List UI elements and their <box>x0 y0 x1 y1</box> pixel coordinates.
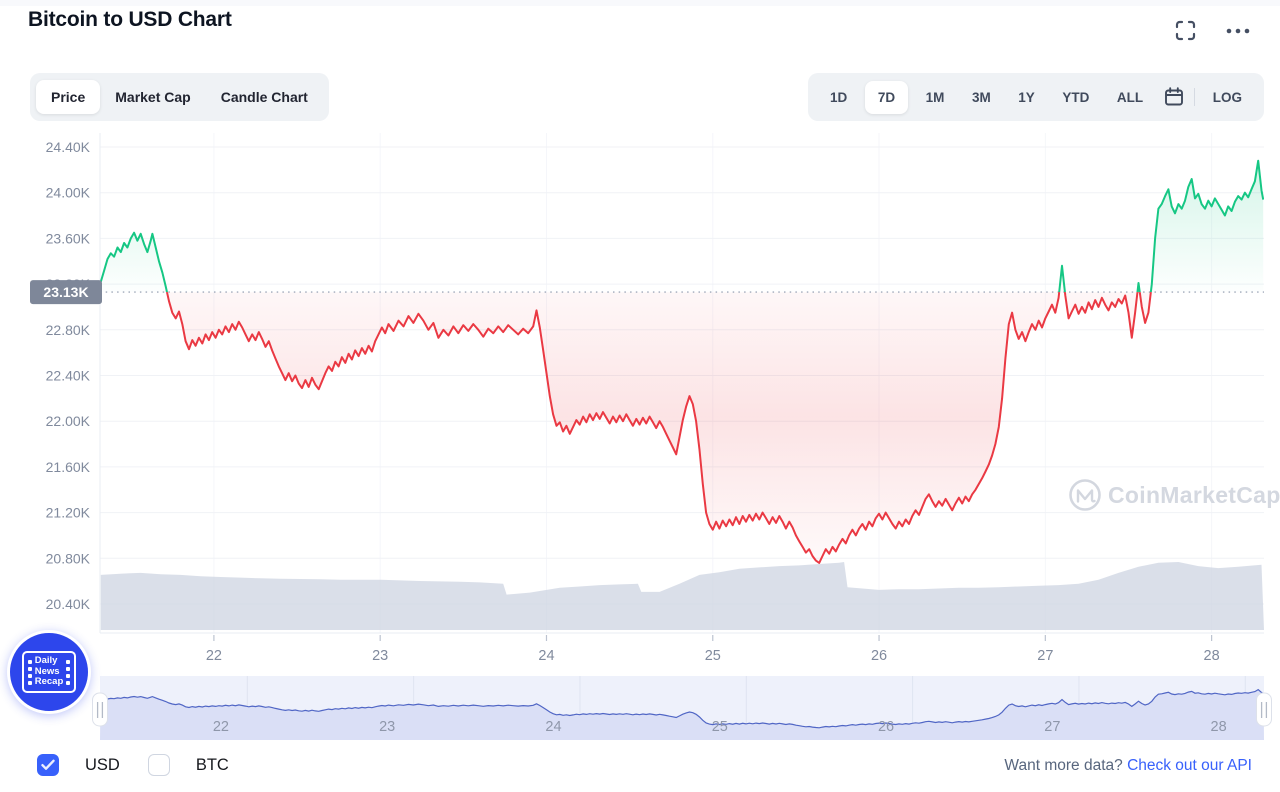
svg-text:27: 27 <box>1037 648 1053 664</box>
range-3m[interactable]: 3M <box>962 81 1001 114</box>
current-price-badge: 23.13K <box>30 280 102 305</box>
area-fill-down <box>100 292 1264 563</box>
range-1y[interactable]: 1Y <box>1008 81 1045 114</box>
svg-text:24.00K: 24.00K <box>46 185 91 201</box>
svg-text:25: 25 <box>712 719 728 735</box>
svg-text:28: 28 <box>1211 719 1227 735</box>
svg-text:24: 24 <box>538 648 554 664</box>
x-axis-labels: 22 23 24 25 26 27 28 <box>206 635 1220 664</box>
svg-text:26: 26 <box>871 648 887 664</box>
range-1d[interactable]: 1D <box>820 81 857 114</box>
range-selector: 1D 7D 1M 3M 1Y YTD ALL LOG <box>808 73 1264 121</box>
chart-type-tabs: Price Market Cap Candle Chart <box>30 73 329 121</box>
usd-toggle[interactable]: USD <box>37 754 120 776</box>
svg-text:23.60K: 23.60K <box>46 230 91 246</box>
svg-text:24.40K: 24.40K <box>46 139 91 155</box>
coinmarketcap-watermark: CoinMarketCap <box>1069 479 1280 511</box>
navigator-line <box>100 688 1264 729</box>
price-line-down <box>165 292 1152 564</box>
daily-news-recap-badge[interactable]: Daily News Recap <box>7 630 91 714</box>
page-title: Bitcoin to USD Chart <box>28 8 232 31</box>
y-axis-labels: 24.40K24.00K23.60K23.20K22.80K22.40K22.0… <box>46 139 91 612</box>
tab-price[interactable]: Price <box>36 80 101 114</box>
svg-text:28: 28 <box>1204 648 1220 664</box>
api-promo: Want more data? Check out our API <box>1004 757 1252 775</box>
svg-text:23: 23 <box>372 648 388 664</box>
currency-toggle-row: USD BTC <box>37 754 229 776</box>
date-range-picker-button[interactable] <box>1161 84 1187 110</box>
promo-text: Want more data? <box>1004 757 1123 774</box>
log-scale-toggle[interactable]: LOG <box>1203 81 1252 114</box>
btc-checkbox[interactable] <box>147 754 170 776</box>
svg-text:25: 25 <box>705 648 721 664</box>
svg-text:23.13K: 23.13K <box>43 284 88 300</box>
range-ytd[interactable]: YTD <box>1052 81 1099 114</box>
svg-text:22: 22 <box>206 648 222 664</box>
check-icon <box>41 759 55 770</box>
svg-text:20.40K: 20.40K <box>46 596 91 612</box>
usd-checkbox[interactable] <box>37 754 59 776</box>
svg-text:21.60K: 21.60K <box>46 459 91 475</box>
toolbar-divider <box>1194 88 1196 106</box>
svg-text:22.00K: 22.00K <box>46 413 91 429</box>
svg-text:24: 24 <box>545 719 561 735</box>
news-badge-label: Daily News Recap <box>34 655 64 688</box>
fullscreen-icon <box>1175 20 1196 41</box>
grid <box>99 133 1264 634</box>
navigator-right-handle[interactable] <box>1256 692 1272 727</box>
tab-candle-chart[interactable]: Candle Chart <box>206 80 323 114</box>
api-link[interactable]: Check out our API <box>1127 757 1252 774</box>
price-chart[interactable]: CoinMarketCap24.40K24.00K23.60K23.20K22.… <box>0 130 1280 748</box>
btc-toggle[interactable]: BTC <box>147 754 229 776</box>
svg-text:26: 26 <box>878 719 894 735</box>
svg-text:20.80K: 20.80K <box>46 550 91 566</box>
svg-text:21.20K: 21.20K <box>46 505 91 521</box>
svg-text:23: 23 <box>379 719 395 735</box>
navigator-left-handle[interactable] <box>92 692 108 727</box>
svg-text:27: 27 <box>1044 719 1060 735</box>
svg-text:22: 22 <box>213 719 229 735</box>
volume-histogram <box>100 562 1264 630</box>
calendar-icon <box>1164 87 1183 106</box>
range-1m[interactable]: 1M <box>916 81 955 114</box>
film-strip-icon: Daily News Recap <box>21 651 77 693</box>
range-all[interactable]: ALL <box>1107 81 1153 114</box>
tab-market-cap[interactable]: Market Cap <box>100 80 205 114</box>
svg-text:22.40K: 22.40K <box>46 368 91 384</box>
range-7d[interactable]: 7D <box>864 80 909 114</box>
header-actions <box>1173 18 1252 43</box>
chart-navigator[interactable]: 22 23 24 25 26 27 28 <box>92 676 1272 740</box>
btc-label: BTC <box>195 755 229 774</box>
page-top-strip <box>0 0 1280 6</box>
usd-label: USD <box>85 755 120 774</box>
ellipsis-icon <box>1226 28 1250 33</box>
svg-text:22.80K: 22.80K <box>46 322 91 338</box>
svg-text:CoinMarketCap: CoinMarketCap <box>1108 482 1280 508</box>
fullscreen-button[interactable] <box>1173 18 1198 43</box>
more-options-button[interactable] <box>1224 25 1252 37</box>
